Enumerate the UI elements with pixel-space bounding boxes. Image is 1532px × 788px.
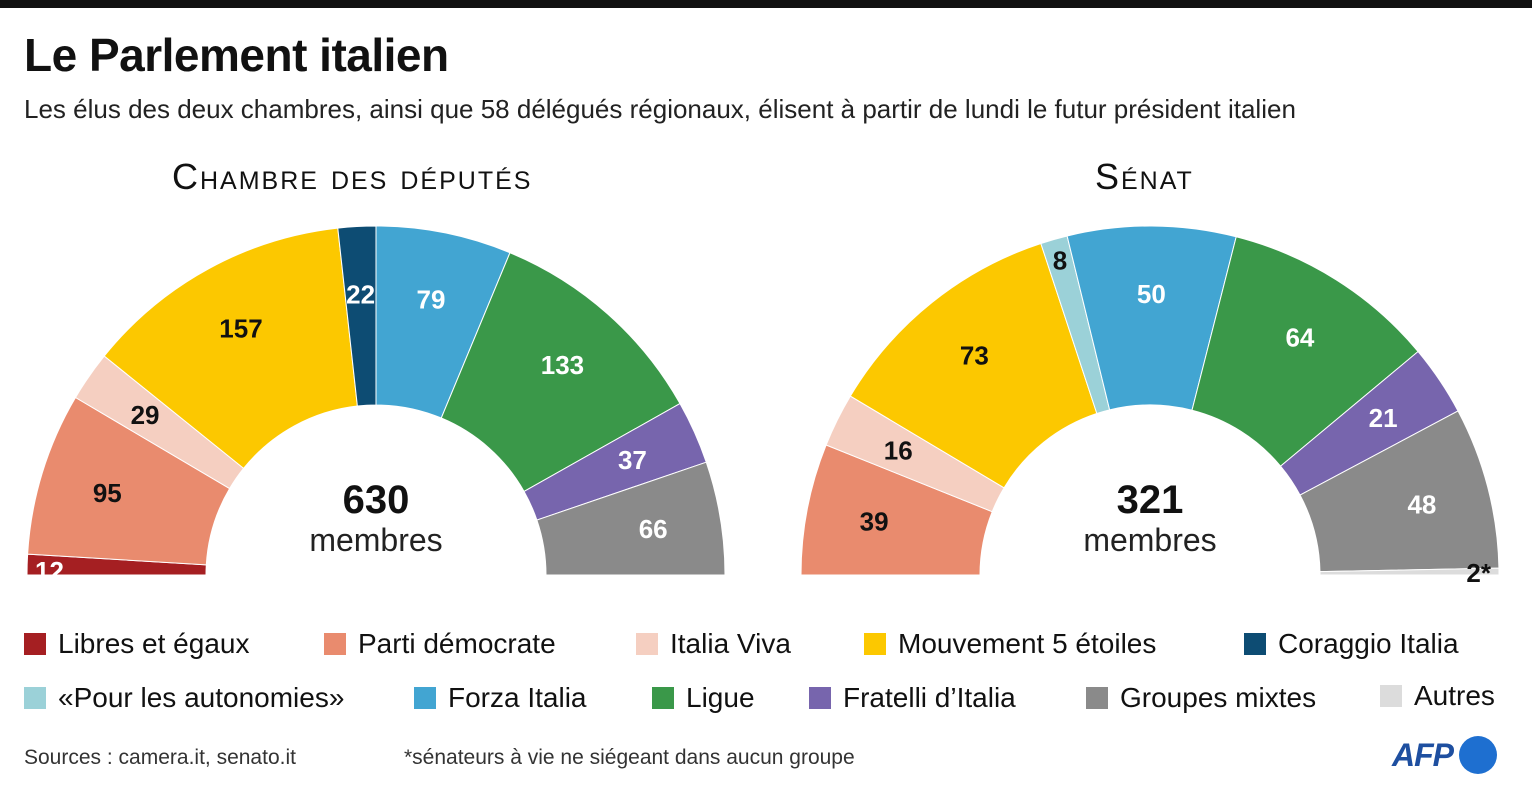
deputes-label-fratelli-d-italia: 37	[618, 445, 647, 475]
senat-label-parti-democrate: 39	[860, 507, 889, 537]
legend-swatch	[652, 687, 674, 709]
legend-item-fratelli-d-italia: Fratelli d’Italia	[809, 682, 1016, 714]
legend-label: Forza Italia	[448, 682, 587, 713]
page-subtitle: Les élus des deux chambres, ainsi que 58…	[24, 94, 1296, 124]
legend-swatch	[1086, 687, 1108, 709]
legend-item-ligue: Ligue	[652, 682, 755, 714]
senat-label-groupes-mixtes: 48	[1407, 489, 1436, 519]
senat-label-autres: 2*	[1466, 558, 1491, 588]
legend-item-groupes-mixtes: Groupes mixtes	[1086, 682, 1316, 714]
deputes-label-forza-italia: 79	[417, 284, 446, 314]
senat-label-mouvement-5-etoiles: 73	[960, 341, 989, 371]
senat-label-forza-italia: 50	[1137, 279, 1166, 309]
deputes-label-coraggio-italia: 22	[346, 279, 375, 309]
deputes-label-italia-viva: 29	[131, 400, 160, 430]
legend-item-mouvement-5-etoiles: Mouvement 5 étoiles	[864, 628, 1156, 660]
deputes-total-number: 630	[343, 478, 410, 522]
legend-label: Groupes mixtes	[1120, 682, 1317, 713]
legend-item-forza-italia: Forza Italia	[414, 682, 587, 714]
page-title: Le Parlement italien	[24, 29, 449, 81]
senat-label-fratelli-d-italia: 21	[1369, 403, 1398, 433]
senat-label-ligue: 64	[1285, 322, 1314, 352]
deputes-total-label: membres	[309, 522, 442, 558]
deputes-label-groupes-mixtes: 66	[639, 514, 668, 544]
legend-swatch	[324, 633, 346, 655]
legend-swatch	[1244, 633, 1266, 655]
deputes-slice-groupes-mixtes	[536, 461, 726, 576]
afp-logo: AFP	[1392, 736, 1497, 774]
legend-label: Fratelli d’Italia	[843, 682, 1016, 713]
footnote: *sénateurs à vie ne siégeant dans aucun …	[404, 746, 855, 769]
legend-label: Mouvement 5 étoiles	[898, 628, 1157, 659]
senate-title: Sénat	[1095, 156, 1194, 197]
senat-slice-autres	[1319, 567, 1500, 576]
legend-label: Ligue	[686, 682, 755, 713]
legend-item-coraggio-italia: Coraggio Italia	[1244, 628, 1459, 660]
legend-item-pour-les-autonomies: «Pour les autonomies»	[24, 682, 344, 714]
deputes-slice-mouvement-5-etoiles	[103, 227, 358, 470]
deputes-label-mouvement-5-etoiles: 157	[219, 314, 262, 344]
deputes-label-parti-democrate: 95	[93, 478, 122, 508]
afp-logo-text: AFP	[1392, 736, 1454, 773]
top-rule	[0, 0, 1532, 8]
deputes-label-ligue: 133	[541, 350, 584, 380]
legend-label: Parti démocrate	[358, 628, 556, 659]
legend-item-autres: Autres	[1380, 680, 1495, 712]
legend-item-libres-et-egaux: Libres et égaux	[24, 628, 249, 660]
senat-label-pour-les-autonomies: 8	[1053, 246, 1067, 276]
legend-label: Autres	[1414, 680, 1495, 711]
senat-slice-ligue	[1191, 236, 1419, 467]
legend-swatch	[636, 633, 658, 655]
legend-swatch	[809, 687, 831, 709]
sources-note: Sources : camera.it, senato.it	[24, 746, 296, 769]
legend-swatch	[24, 687, 46, 709]
legend-label: «Pour les autonomies»	[58, 682, 345, 713]
senat-slice-mouvement-5-etoiles	[849, 242, 1098, 489]
legend-label: Coraggio Italia	[1278, 628, 1459, 659]
deputes-label-libres-et-egaux: 12	[35, 556, 64, 586]
legend-label: Italia Viva	[670, 628, 791, 659]
afp-logo-dot	[1459, 736, 1497, 774]
legend-label: Libres et égaux	[58, 628, 250, 659]
legend-item-parti-democrate: Parti démocrate	[324, 628, 556, 660]
legend-swatch	[24, 633, 46, 655]
legend-swatch	[864, 633, 886, 655]
senat-label-italia-viva: 16	[884, 435, 913, 465]
legend-swatch	[414, 687, 436, 709]
legend-item-italia-viva: Italia Viva	[636, 628, 791, 660]
senat-total-label: membres	[1083, 522, 1216, 558]
senat-total-number: 321	[1117, 478, 1184, 522]
chamber-deputes-title: Chambre des députés	[172, 156, 533, 197]
legend-swatch	[1380, 685, 1402, 707]
